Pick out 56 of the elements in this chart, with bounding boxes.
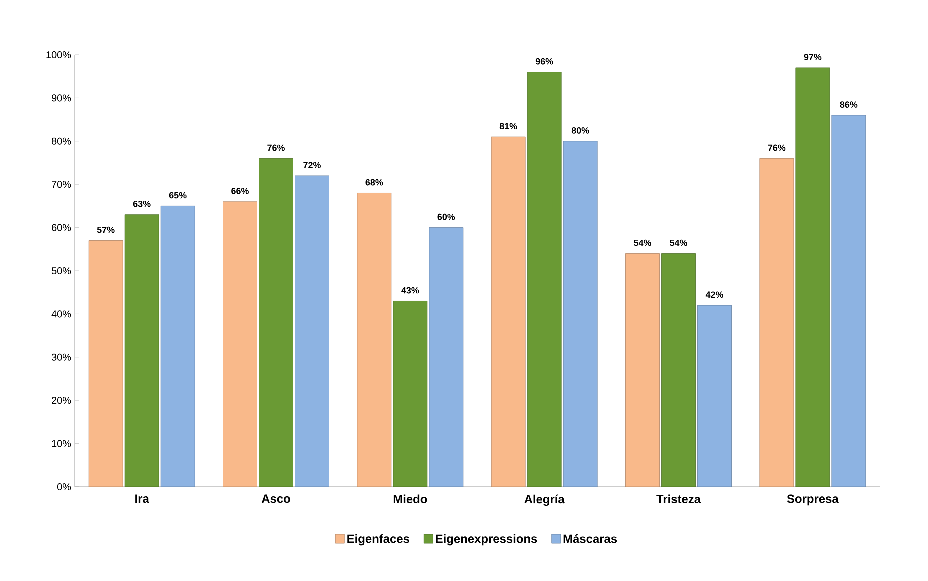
bar	[160, 206, 196, 487]
bar	[295, 176, 330, 487]
y-tick-label: 30%	[52, 354, 72, 361]
bar	[698, 305, 732, 487]
data-label: 43%	[402, 287, 420, 294]
bar	[760, 158, 794, 487]
data-label: 76%	[268, 144, 285, 152]
data-label: 76%	[768, 144, 786, 152]
data-label: 54%	[670, 240, 688, 246]
bar	[491, 136, 526, 487]
bar	[832, 115, 866, 487]
data-label: 54%	[634, 240, 652, 246]
data-label: 96%	[536, 58, 554, 65]
y-tick-label: 80%	[52, 138, 72, 145]
bar	[88, 240, 124, 487]
legend-label: Máscaras	[564, 534, 618, 544]
x-tick-label: Alegría	[524, 494, 565, 506]
y-tick-label: 20%	[52, 397, 72, 404]
y-tick-label: 70%	[52, 181, 72, 188]
bar	[429, 228, 464, 487]
data-label: 66%	[232, 188, 249, 194]
y-tick-label: 100%	[46, 51, 72, 59]
data-label: 68%	[366, 179, 384, 186]
bar	[662, 254, 696, 487]
y-tick-label: 60%	[52, 224, 72, 232]
data-label: 57%	[97, 226, 115, 234]
legend-label: Eigenexpressions	[436, 534, 538, 546]
bar	[626, 254, 660, 487]
bar	[393, 301, 428, 487]
data-label: 63%	[133, 200, 151, 208]
bar	[357, 193, 392, 487]
bar	[796, 68, 830, 487]
y-tick-label: 0%	[57, 483, 72, 491]
data-label: 97%	[804, 54, 822, 60]
y-tick-label: 90%	[52, 94, 72, 102]
bar	[259, 158, 294, 487]
bar	[527, 72, 562, 487]
data-label: 86%	[840, 102, 858, 108]
x-tick-label: Miedo	[394, 494, 428, 504]
x-tick-label: Asco	[262, 494, 290, 504]
bar	[223, 202, 258, 487]
y-tick-label: 40%	[52, 310, 72, 318]
legend-label: Eigenfaces	[348, 534, 410, 546]
y-tick-label: 10%	[52, 440, 72, 448]
data-label: 81%	[500, 123, 518, 130]
x-tick-label: Sorpresa	[787, 494, 839, 506]
data-label: 72%	[304, 162, 321, 168]
data-label: 65%	[169, 192, 187, 199]
x-tick-label: Ira	[136, 494, 150, 504]
data-label: 42%	[706, 292, 724, 298]
y-tick-label: 50%	[52, 267, 72, 275]
bar	[563, 141, 598, 487]
data-label: 60%	[438, 214, 456, 220]
data-label: 80%	[572, 128, 590, 134]
x-tick-label: Tristeza	[656, 494, 702, 504]
bar	[124, 214, 160, 487]
